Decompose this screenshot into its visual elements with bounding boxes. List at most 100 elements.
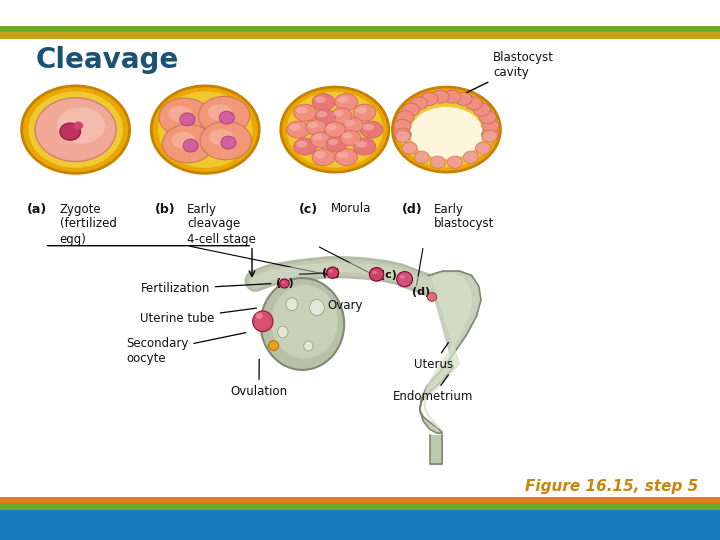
Ellipse shape [395,130,410,142]
Ellipse shape [455,92,472,105]
Ellipse shape [315,96,326,103]
Ellipse shape [354,138,376,155]
Ellipse shape [473,103,490,116]
Ellipse shape [296,107,307,113]
Ellipse shape [400,275,405,279]
Ellipse shape [269,341,279,350]
Text: Figure 16.15, step 5: Figure 16.15, step 5 [525,479,698,494]
Ellipse shape [328,139,338,145]
Ellipse shape [394,128,411,141]
Ellipse shape [207,104,232,120]
Bar [0,26,720,32]
Ellipse shape [253,311,273,332]
Text: Early
cleavage
4-cell stage: Early cleavage 4-cell stage [187,202,256,246]
Text: Ovulation: Ovulation [230,359,287,398]
Text: Ovary: Ovary [316,299,363,312]
Ellipse shape [363,124,374,131]
Ellipse shape [335,148,358,166]
Ellipse shape [180,113,195,126]
Bar [0,32,720,39]
Ellipse shape [464,151,479,163]
Ellipse shape [286,298,297,310]
Ellipse shape [402,142,417,154]
Ellipse shape [342,132,352,139]
Ellipse shape [287,121,310,138]
Ellipse shape [158,91,253,168]
Ellipse shape [372,271,377,274]
Ellipse shape [360,121,383,138]
Ellipse shape [344,120,355,126]
Polygon shape [420,271,481,433]
Ellipse shape [183,139,198,152]
Ellipse shape [304,341,313,351]
Text: (c): (c) [299,202,318,215]
Text: Zygote
(fertilized
egg): Zygote (fertilized egg) [60,202,117,246]
Ellipse shape [482,130,498,142]
Bar [0,503,720,510]
Ellipse shape [311,132,331,147]
Text: Endometrium: Endometrium [392,375,473,403]
Ellipse shape [168,106,192,122]
Ellipse shape [271,285,338,359]
Bar [0,497,720,503]
Ellipse shape [57,107,105,144]
Ellipse shape [333,110,343,117]
Ellipse shape [398,92,495,167]
Ellipse shape [256,313,263,319]
Ellipse shape [159,98,210,137]
Ellipse shape [73,122,84,130]
Ellipse shape [397,272,413,287]
Ellipse shape [296,141,307,147]
Text: Uterus: Uterus [414,342,453,371]
Ellipse shape [432,90,449,103]
Text: Uterine tube: Uterine tube [140,308,256,325]
Ellipse shape [476,142,491,154]
Ellipse shape [294,138,316,155]
Ellipse shape [219,111,234,124]
Ellipse shape [221,136,236,149]
Ellipse shape [326,137,346,152]
Ellipse shape [325,122,345,137]
Ellipse shape [482,119,499,132]
Ellipse shape [369,267,384,281]
Ellipse shape [35,98,116,161]
Ellipse shape [306,120,326,135]
Text: (c): (c) [380,271,397,280]
Ellipse shape [312,93,335,111]
Ellipse shape [335,93,358,111]
Ellipse shape [327,267,338,279]
Ellipse shape [337,151,348,158]
Polygon shape [430,435,442,464]
Ellipse shape [326,124,337,130]
Text: Morula: Morula [331,202,372,215]
Ellipse shape [200,122,251,160]
Ellipse shape [282,281,285,284]
Ellipse shape [444,90,461,103]
Polygon shape [425,274,472,428]
Ellipse shape [294,104,316,121]
Ellipse shape [317,111,327,117]
Text: Early
blastocyst: Early blastocyst [434,202,495,231]
Ellipse shape [356,107,367,113]
Ellipse shape [28,91,123,168]
Ellipse shape [414,151,429,163]
Ellipse shape [281,87,389,172]
Ellipse shape [402,103,420,116]
Ellipse shape [482,128,499,141]
Ellipse shape [312,134,323,140]
Text: Cleavage: Cleavage [36,46,179,74]
Ellipse shape [394,119,411,132]
Ellipse shape [171,132,196,149]
Ellipse shape [397,111,414,124]
Ellipse shape [162,124,214,163]
Ellipse shape [199,96,250,135]
Ellipse shape [337,96,348,103]
Ellipse shape [279,279,289,288]
Ellipse shape [343,118,363,133]
Bar [0,510,720,540]
Text: Blastocyst
cavity: Blastocyst cavity [459,51,554,96]
Ellipse shape [479,111,496,124]
Ellipse shape [310,300,324,315]
Ellipse shape [151,86,259,173]
Ellipse shape [447,156,462,168]
